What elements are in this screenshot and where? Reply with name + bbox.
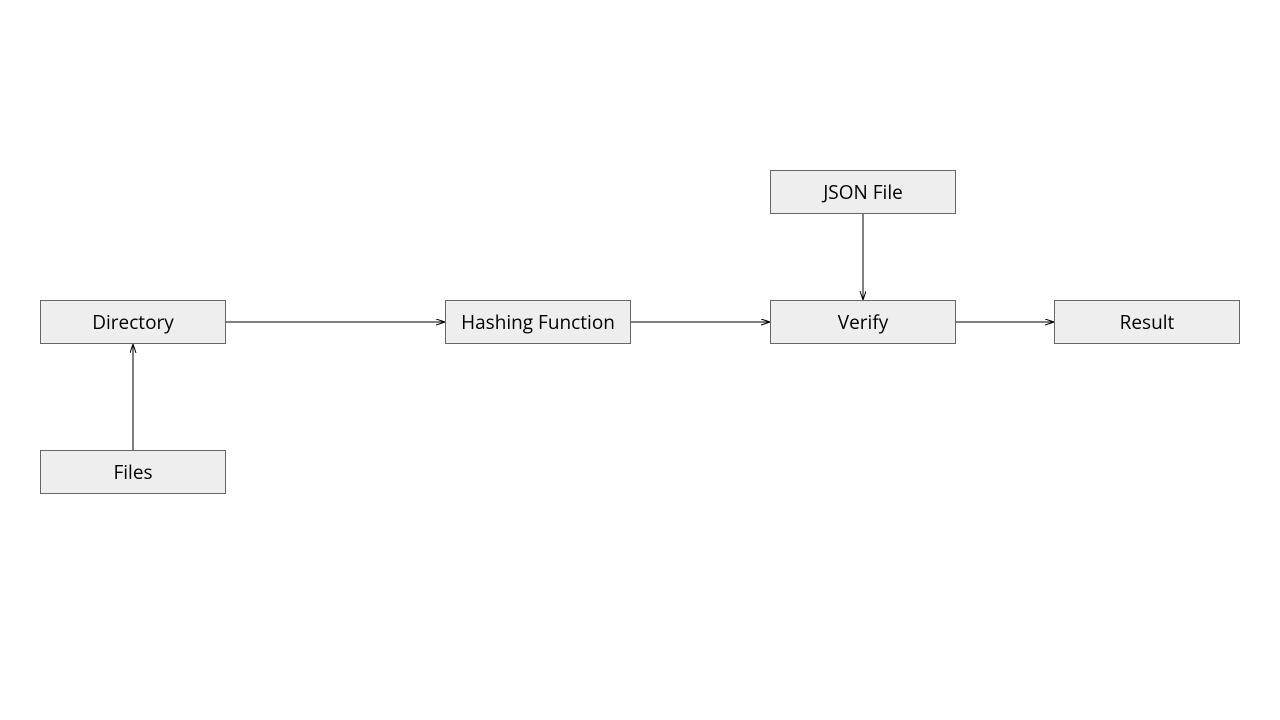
flowchart-edges <box>0 0 1280 720</box>
node-json: JSON File <box>770 170 956 214</box>
node-label-directory: Directory <box>92 309 174 335</box>
node-label-hashing: Hashing Function <box>461 309 615 335</box>
node-directory: Directory <box>40 300 226 344</box>
node-result: Result <box>1054 300 1240 344</box>
node-hashing: Hashing Function <box>445 300 631 344</box>
node-files: Files <box>40 450 226 494</box>
node-label-files: Files <box>113 459 152 485</box>
node-verify: Verify <box>770 300 956 344</box>
node-label-verify: Verify <box>838 309 888 335</box>
node-label-result: Result <box>1120 309 1175 335</box>
node-label-json: JSON File <box>823 179 903 205</box>
